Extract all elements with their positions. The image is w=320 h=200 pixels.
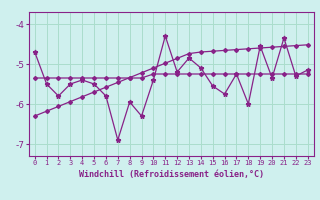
X-axis label: Windchill (Refroidissement éolien,°C): Windchill (Refroidissement éolien,°C) — [79, 170, 264, 179]
